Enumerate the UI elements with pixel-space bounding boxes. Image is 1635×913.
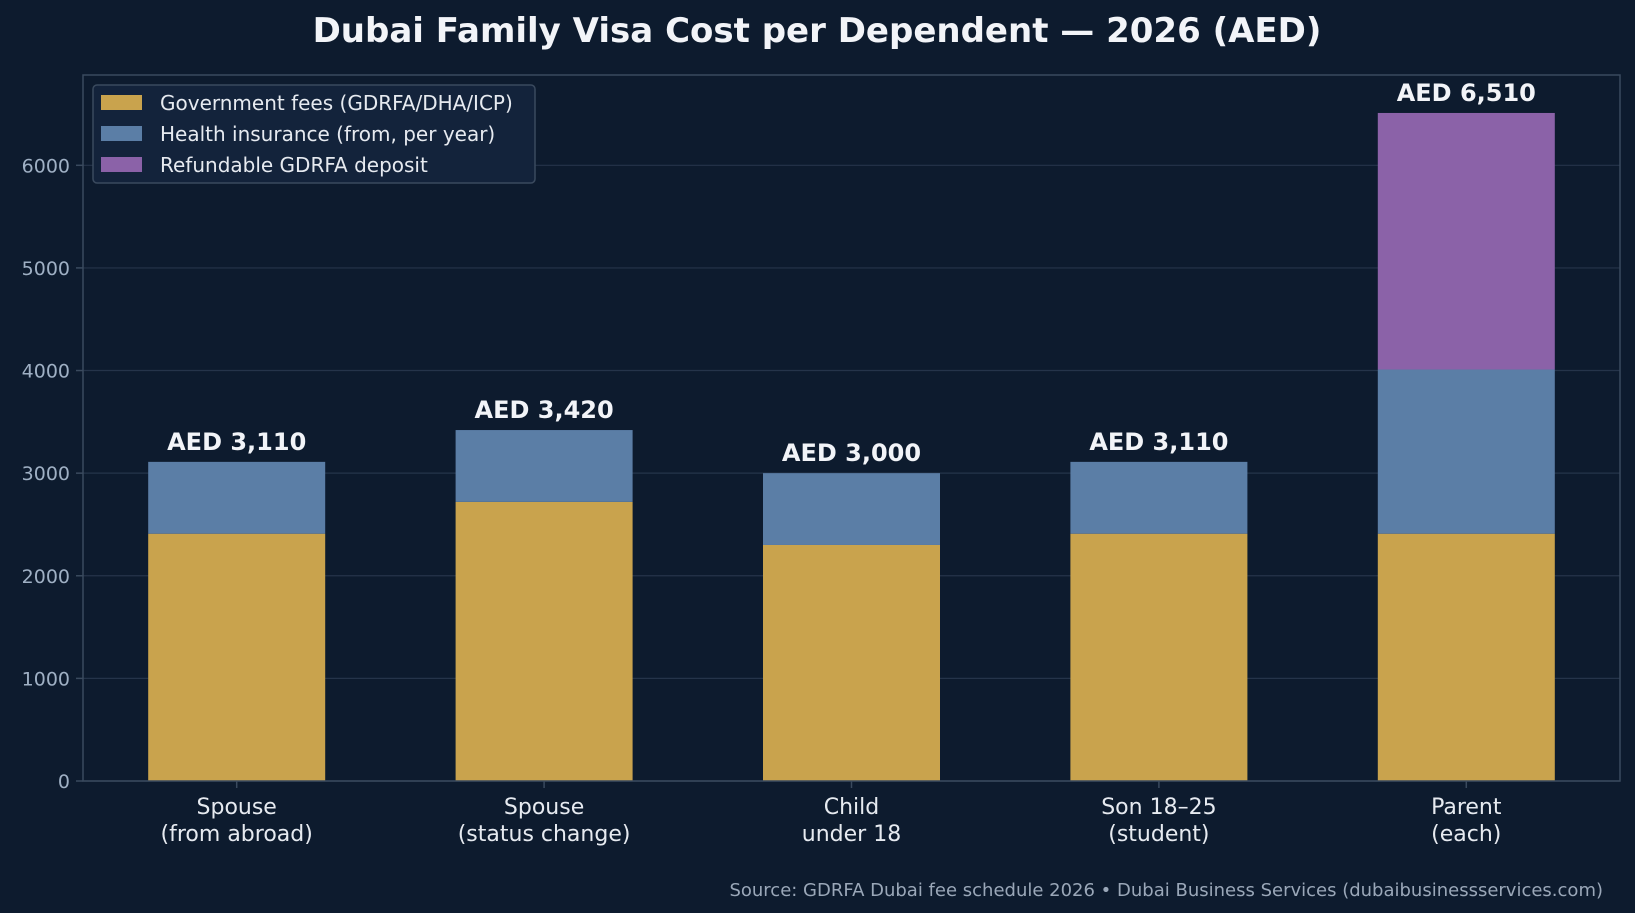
bar-segment-deposit bbox=[1377, 112, 1555, 370]
x-category-label-line: Spouse bbox=[197, 795, 277, 820]
bar-segment-insurance bbox=[148, 461, 326, 534]
y-tick-label: 0 bbox=[58, 771, 70, 793]
y-tick-label: 2000 bbox=[22, 566, 70, 588]
bars bbox=[148, 112, 1555, 781]
legend-swatch-insurance bbox=[101, 126, 142, 141]
bar-total-label: AED 3,110 bbox=[167, 428, 306, 456]
legend-items: Government fees (GDRFA/DHA/ICP) Health in… bbox=[101, 91, 513, 177]
bar-total-label: AED 3,420 bbox=[475, 396, 614, 424]
x-category-label: Spouse (from abroad) bbox=[161, 795, 313, 847]
x-category-label: Son 18–25 (student) bbox=[1101, 795, 1216, 847]
x-category-label-line: (from abroad) bbox=[161, 822, 313, 847]
legend-label: Health insurance (from, per year) bbox=[160, 122, 495, 146]
x-category-label-line: (each) bbox=[1431, 822, 1501, 847]
y-tick-label: 1000 bbox=[22, 668, 70, 690]
bar-total-label: AED 6,510 bbox=[1397, 79, 1536, 107]
bar-segment-insurance bbox=[763, 473, 940, 545]
x-category-label-line: (status change) bbox=[458, 822, 631, 847]
source-note: Source: GDRFA Dubai fee schedule 2026 • … bbox=[729, 880, 1603, 901]
y-tick-label: 6000 bbox=[22, 155, 70, 177]
x-category-label: Parent (each) bbox=[1431, 795, 1502, 847]
legend-swatch-deposit bbox=[101, 157, 142, 172]
y-tick-label: 3000 bbox=[22, 463, 70, 485]
legend-label: Refundable GDRFA deposit bbox=[160, 153, 428, 177]
x-category-label-line: Son 18–25 bbox=[1101, 795, 1216, 820]
bar-total-label: AED 3,110 bbox=[1089, 428, 1228, 456]
bar-segment-insurance bbox=[1070, 461, 1248, 534]
y-tick-label: 5000 bbox=[22, 258, 70, 280]
bar-segment-insurance bbox=[1377, 369, 1555, 534]
legend-label: Government fees (GDRFA/DHA/ICP) bbox=[160, 91, 513, 115]
bar-segment-government bbox=[763, 544, 940, 781]
x-category-label-line: Child bbox=[824, 795, 880, 820]
x-category-label-line: Spouse bbox=[504, 795, 584, 820]
bar-segment-insurance bbox=[455, 430, 633, 502]
y-axis: 0 1000 2000 3000 4000 5000 6000 bbox=[22, 155, 83, 793]
x-category-label-line: Parent bbox=[1431, 795, 1502, 820]
total-labels: AED 3,110 AED 3,420 AED 3,000 AED 3,110 AED … bbox=[167, 79, 1536, 467]
chart-title: Dubai Family Visa Cost per Dependent — 2… bbox=[313, 11, 1322, 51]
x-category-label-line: (student) bbox=[1108, 822, 1209, 847]
bar-total-label: AED 3,000 bbox=[782, 439, 921, 467]
legend-box bbox=[92, 84, 536, 184]
bar-segment-government bbox=[1070, 533, 1248, 781]
y-tick-label: 4000 bbox=[22, 361, 70, 383]
bar-segment-government bbox=[1377, 533, 1555, 781]
bar-segment-government bbox=[148, 533, 326, 781]
x-category-label: Spouse (status change) bbox=[458, 795, 631, 847]
x-category-label-line: under 18 bbox=[802, 822, 901, 847]
x-axis: Spouse (from abroad)Spouse (status change)… bbox=[161, 781, 1502, 847]
legend-swatch-government bbox=[101, 95, 142, 110]
x-category-label: Child under 18 bbox=[802, 795, 901, 847]
legend: Government fees (GDRFA/DHA/ICP) Health in… bbox=[92, 84, 536, 184]
bar-segment-government bbox=[455, 501, 633, 781]
